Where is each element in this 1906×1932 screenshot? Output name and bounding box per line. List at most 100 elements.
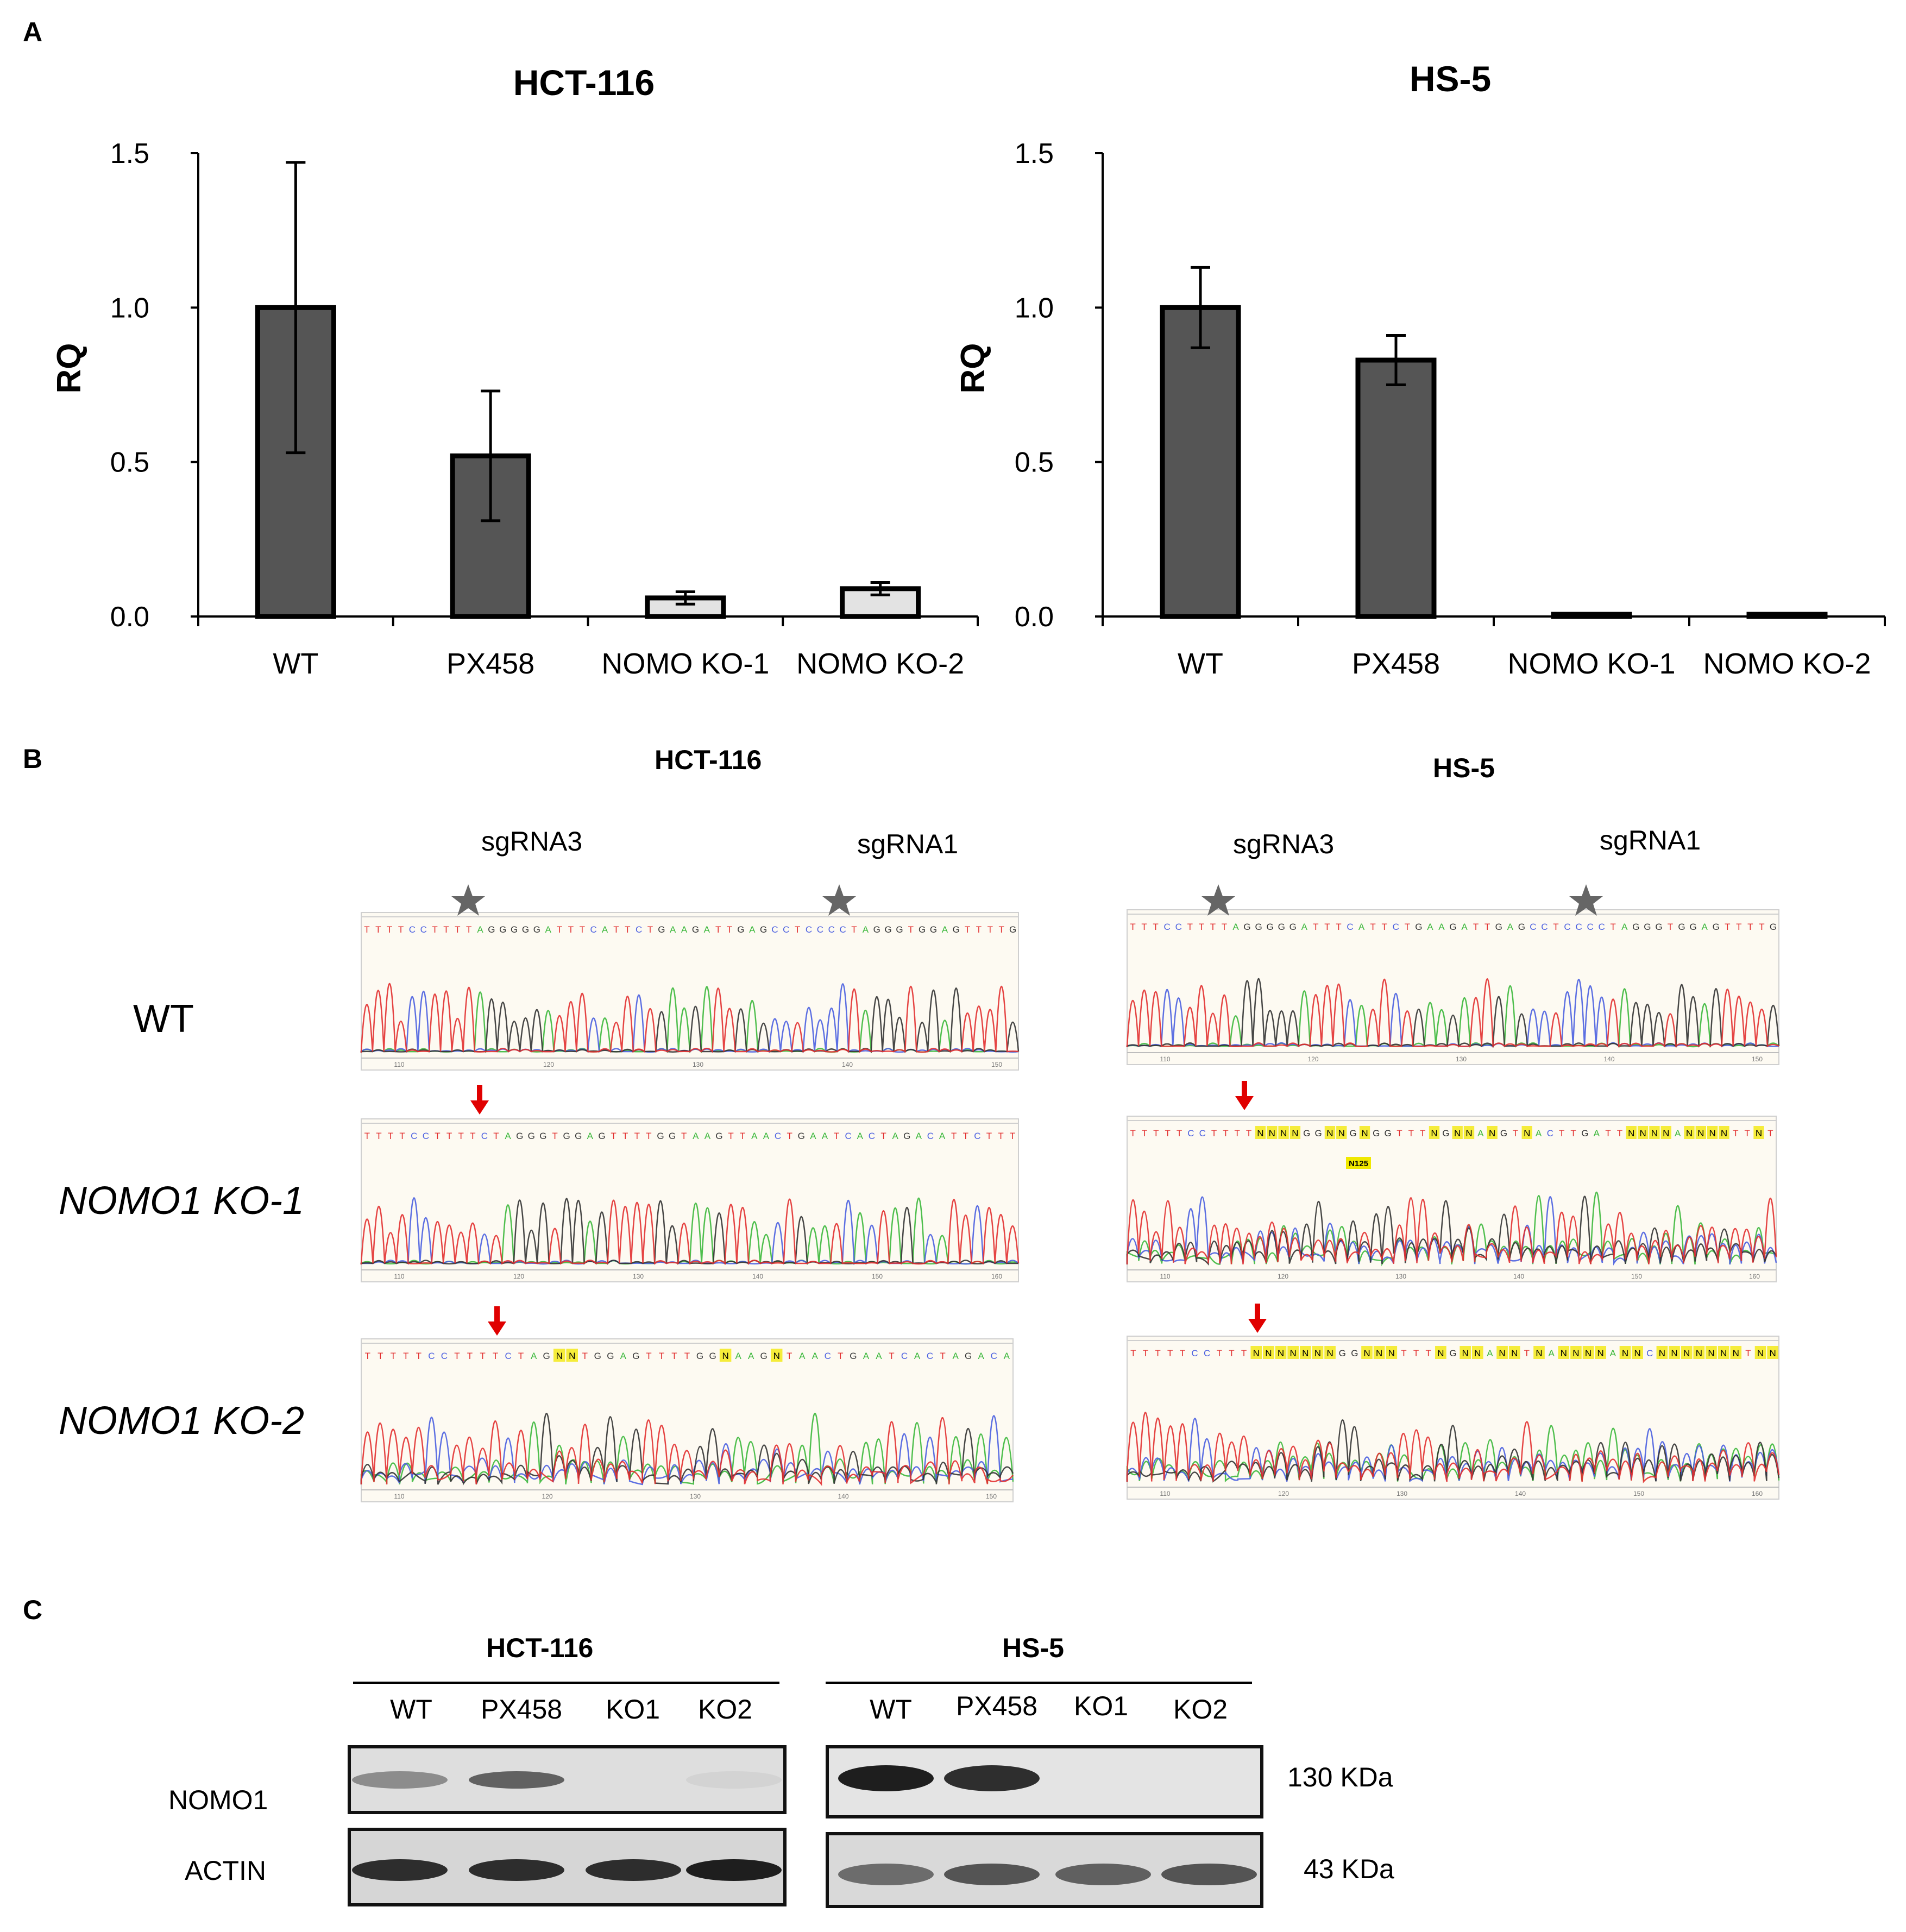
n-highlight bbox=[1693, 1346, 1705, 1359]
base-letter: G bbox=[1349, 1128, 1356, 1138]
base-letter: N bbox=[1697, 1128, 1704, 1138]
base-letter: N bbox=[1290, 1348, 1297, 1358]
scale-tick-label: 110 bbox=[1160, 1055, 1170, 1063]
n-highlight bbox=[1435, 1346, 1446, 1359]
base-letter: A bbox=[602, 924, 608, 935]
chromatogram-frame bbox=[1127, 909, 1779, 1065]
hct-lane-wt: WT bbox=[390, 1694, 432, 1725]
base-letter: T bbox=[1767, 1128, 1773, 1138]
base-letter: T bbox=[880, 1131, 886, 1141]
base-letter: G bbox=[715, 1131, 722, 1141]
trace-T bbox=[360, 1417, 1014, 1486]
base-letter: T bbox=[582, 1351, 588, 1361]
base-letter: T bbox=[681, 1131, 687, 1141]
base-letter: C bbox=[1541, 922, 1548, 932]
n-highlight bbox=[1429, 1126, 1440, 1139]
n-highlight bbox=[1626, 1126, 1637, 1139]
base-letter: N bbox=[1462, 1348, 1469, 1358]
base-letter: G bbox=[1009, 924, 1016, 935]
base-letter: T bbox=[518, 1351, 524, 1361]
n-highlight bbox=[1754, 1346, 1766, 1359]
base-letter: T bbox=[963, 1131, 968, 1141]
y-tick-label: 0.0 bbox=[1015, 601, 1054, 633]
base-letter: T bbox=[1142, 1128, 1147, 1138]
base-letter: T bbox=[659, 1351, 664, 1361]
base-letter: A bbox=[952, 1351, 959, 1361]
n-highlight bbox=[1695, 1126, 1706, 1139]
base-letter: A bbox=[810, 1131, 816, 1141]
base-letter: T bbox=[647, 924, 653, 935]
n-highlight bbox=[1595, 1346, 1607, 1359]
base-letter: N bbox=[1696, 1348, 1702, 1358]
bar bbox=[1746, 612, 1828, 619]
blot-band bbox=[944, 1864, 1040, 1885]
n-highlight bbox=[1267, 1126, 1278, 1139]
n-highlight bbox=[1767, 1346, 1778, 1359]
base-letter: G bbox=[760, 1351, 768, 1361]
hct-lane-ko2: KO2 bbox=[698, 1694, 752, 1725]
row-label-wt: WT bbox=[133, 997, 194, 1041]
lane-labels-svg: WT PX458 KO1 KO2 WT PX458 KO1 KO2 bbox=[390, 1691, 1228, 1725]
base-letter: A bbox=[939, 1131, 946, 1141]
scale-tick-label: 120 bbox=[543, 1061, 554, 1068]
base-letter: N bbox=[1265, 1348, 1272, 1358]
base-letter: G bbox=[1278, 922, 1285, 932]
base-letter: C bbox=[869, 1131, 875, 1141]
c-hct-underline bbox=[353, 1682, 779, 1684]
n-highlight bbox=[1706, 1346, 1717, 1359]
base-letter: G bbox=[798, 1131, 805, 1141]
base-letter: A bbox=[916, 1131, 922, 1141]
base-letter: T bbox=[965, 924, 970, 935]
base-letter: G bbox=[696, 1351, 703, 1361]
base-letter: C bbox=[1191, 1348, 1198, 1358]
base-letter: T bbox=[1605, 1128, 1611, 1138]
base-letter: T bbox=[493, 1131, 499, 1141]
n-highlight bbox=[1649, 1126, 1660, 1139]
x-tick-label: NOMO KO-1 bbox=[601, 647, 769, 680]
base-letter: A bbox=[531, 1351, 537, 1361]
base-letter: T bbox=[458, 1131, 463, 1141]
base-letter: T bbox=[580, 924, 585, 935]
hs-ko1-arrow-icon bbox=[1235, 1081, 1254, 1110]
base-letter: G bbox=[896, 924, 903, 935]
hs-ko2-arrow-icon bbox=[1248, 1304, 1267, 1333]
base-letter: T bbox=[1381, 922, 1387, 932]
base-letter: T bbox=[364, 924, 369, 935]
base-letter: T bbox=[1513, 1128, 1518, 1138]
base-letter: T bbox=[435, 1131, 440, 1141]
trace-T bbox=[1126, 1197, 1777, 1264]
base-letter: C bbox=[1187, 1128, 1194, 1138]
base-letter: T bbox=[388, 1131, 393, 1141]
trace-T bbox=[1126, 1412, 1780, 1483]
base-letter: C bbox=[1204, 1348, 1210, 1358]
base-letter: A bbox=[748, 1351, 754, 1361]
base-letter: A bbox=[1358, 922, 1365, 932]
panel-a-label: A bbox=[23, 17, 43, 47]
base-letter: T bbox=[1210, 922, 1216, 932]
base-letter: T bbox=[1010, 1131, 1015, 1141]
scale-tick-label: 160 bbox=[991, 1273, 1002, 1280]
base-letter: C bbox=[1646, 1348, 1653, 1358]
base-letter: N bbox=[1489, 1128, 1495, 1138]
base-letter: T bbox=[1143, 1348, 1148, 1358]
hs-sgrna3-star-icon bbox=[1202, 884, 1235, 916]
n-highlight bbox=[1263, 1346, 1274, 1359]
base-letter: A bbox=[587, 1131, 594, 1141]
blot-band bbox=[838, 1864, 934, 1885]
base-letter: T bbox=[403, 1351, 408, 1361]
scale-tick-label: 130 bbox=[633, 1273, 644, 1280]
base-letter: G bbox=[692, 924, 699, 935]
scale-tick-label: 120 bbox=[542, 1493, 552, 1500]
base-letter: N bbox=[1671, 1348, 1677, 1358]
base-letter: A bbox=[1004, 1351, 1010, 1361]
x-tick-label: NOMO KO-1 bbox=[1507, 647, 1675, 680]
base-letter: G bbox=[1495, 922, 1502, 932]
base-letter: C bbox=[1564, 922, 1570, 932]
base-letter: T bbox=[1617, 1128, 1622, 1138]
base-letter: T bbox=[1370, 922, 1375, 932]
n-highlight bbox=[1496, 1346, 1508, 1359]
base-letter: A bbox=[693, 1131, 699, 1141]
hs-lane-px458: PX458 bbox=[956, 1691, 1037, 1721]
